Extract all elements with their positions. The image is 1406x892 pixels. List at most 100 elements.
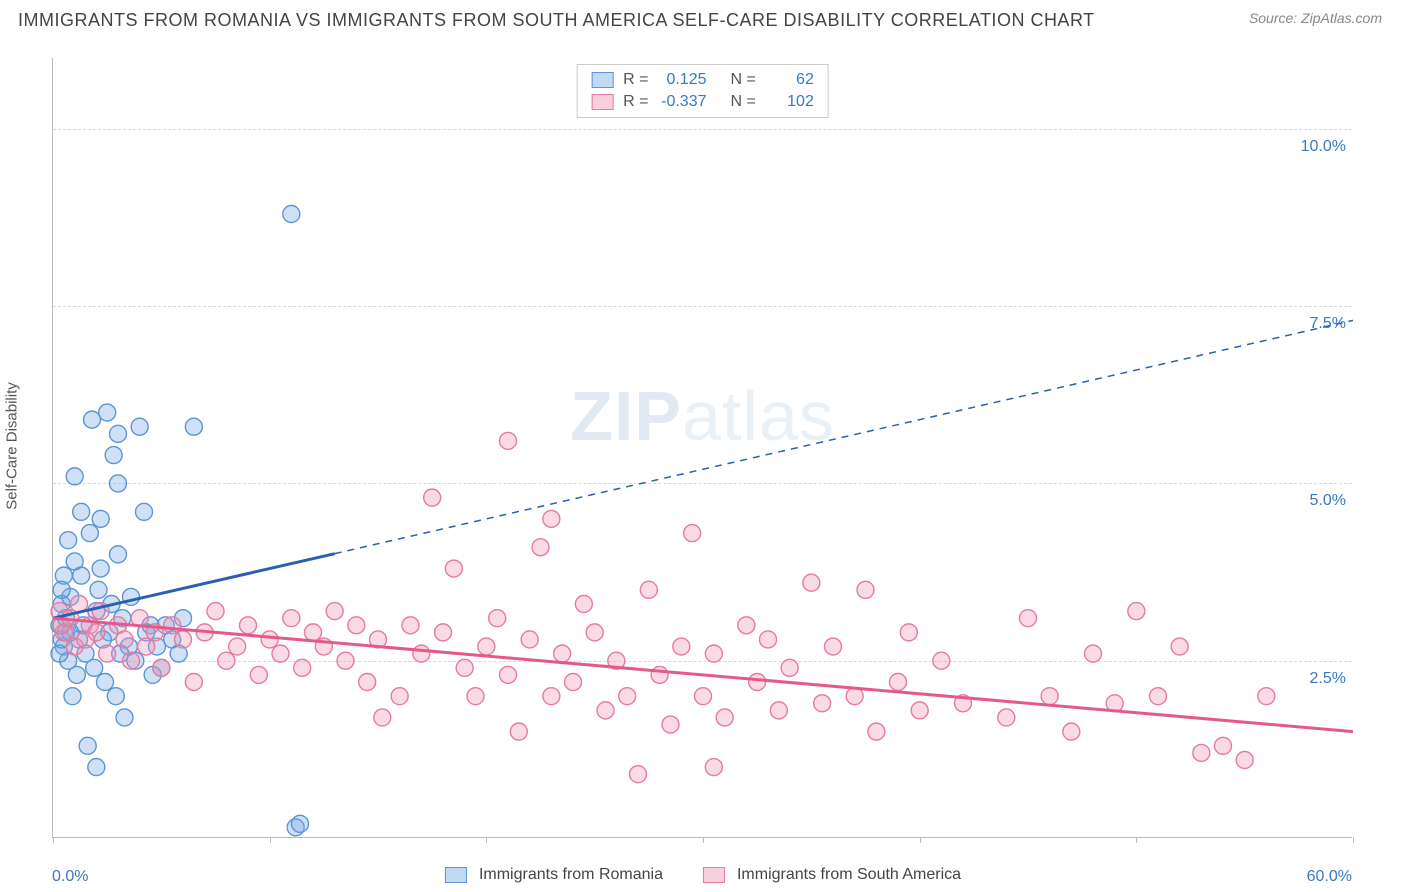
scatter-point: [1020, 610, 1037, 627]
legend-swatch: [591, 94, 613, 110]
scatter-point: [374, 709, 391, 726]
title-bar: IMMIGRANTS FROM ROMANIA VS IMMIGRANTS FR…: [0, 0, 1406, 31]
scatter-point: [116, 631, 133, 648]
scatter-point: [207, 603, 224, 620]
scatter-point: [107, 688, 124, 705]
scatter-point: [229, 638, 246, 655]
scatter-point: [781, 659, 798, 676]
scatter-point: [272, 645, 289, 662]
scatter-point: [164, 617, 181, 634]
scatter-point: [84, 411, 101, 428]
scatter-point: [695, 688, 712, 705]
scatter-point: [1236, 752, 1253, 769]
scatter-point: [738, 617, 755, 634]
scatter-point: [97, 674, 114, 691]
scatter-point: [543, 688, 560, 705]
scatter-point: [218, 652, 235, 669]
scatter-point: [1193, 744, 1210, 761]
scatter-point: [73, 503, 90, 520]
scatter-point: [467, 688, 484, 705]
stat-r-value: -0.337: [655, 91, 707, 113]
scatter-point: [88, 759, 105, 776]
stats-legend-row: R =0.125N =62: [591, 69, 814, 91]
scatter-point: [814, 695, 831, 712]
scatter-point: [716, 709, 733, 726]
scatter-point: [359, 674, 376, 691]
scatter-point: [640, 581, 657, 598]
scatter-point: [770, 702, 787, 719]
scatter-point: [846, 688, 863, 705]
scatter-point: [900, 624, 917, 641]
scatter-point: [597, 702, 614, 719]
bottom-legend-label: Immigrants from Romania: [479, 866, 663, 884]
chart-title: IMMIGRANTS FROM ROMANIA VS IMMIGRANTS FR…: [18, 10, 1095, 31]
scatter-point: [110, 546, 127, 563]
x-tick: [1136, 837, 1137, 843]
scatter-point: [630, 766, 647, 783]
scatter-point: [99, 404, 116, 421]
scatter-point: [521, 631, 538, 648]
scatter-point: [424, 489, 441, 506]
scatter-point: [586, 624, 603, 641]
source-value: ZipAtlas.com: [1301, 10, 1382, 26]
scatter-point: [1171, 638, 1188, 655]
scatter-point: [240, 617, 257, 634]
stat-n-label: N =: [731, 69, 756, 91]
scatter-point: [110, 475, 127, 492]
stats-legend-box: R =0.125N =62R =-0.337N =102: [576, 64, 829, 118]
scatter-point: [283, 206, 300, 223]
scatter-point: [261, 631, 278, 648]
trend-line-solid: [53, 618, 1353, 731]
y-axis-title: Self-Care Disability: [4, 382, 21, 510]
scatter-point: [326, 603, 343, 620]
x-axis-min-label: 0.0%: [52, 868, 88, 886]
scatter-point: [705, 645, 722, 662]
scatter-point: [250, 666, 267, 683]
scatter-point: [348, 617, 365, 634]
stat-r-label: R =: [623, 69, 648, 91]
x-tick: [53, 837, 54, 843]
scatter-point: [500, 432, 517, 449]
scatter-point: [64, 688, 81, 705]
scatter-point: [619, 688, 636, 705]
scatter-point: [294, 659, 311, 676]
scatter-point: [283, 610, 300, 627]
scatter-point: [998, 709, 1015, 726]
source-label: Source:: [1249, 10, 1301, 26]
chart-plot-area: 2.5%5.0%7.5%10.0% ZIPatlas R =0.125N =62…: [52, 58, 1352, 838]
scatter-point: [105, 447, 122, 464]
bottom-legend-item: Immigrants from Romania: [445, 866, 663, 884]
scatter-point: [116, 709, 133, 726]
x-tick: [703, 837, 704, 843]
scatter-point: [651, 666, 668, 683]
scatter-point: [402, 617, 419, 634]
scatter-point: [92, 560, 109, 577]
scatter-point: [92, 510, 109, 527]
scatter-point: [500, 666, 517, 683]
scatter-plot-svg: [53, 58, 1352, 837]
scatter-point: [760, 631, 777, 648]
scatter-point: [749, 674, 766, 691]
scatter-point: [391, 688, 408, 705]
scatter-point: [684, 525, 701, 542]
x-tick: [486, 837, 487, 843]
scatter-point: [68, 666, 85, 683]
scatter-point: [99, 645, 116, 662]
trend-line-dashed: [335, 320, 1353, 553]
scatter-point: [90, 581, 107, 598]
scatter-point: [1128, 603, 1145, 620]
scatter-point: [81, 525, 98, 542]
scatter-point: [337, 652, 354, 669]
stat-n-value: 62: [762, 69, 814, 91]
scatter-point: [136, 503, 153, 520]
scatter-point: [66, 468, 83, 485]
scatter-point: [575, 596, 592, 613]
scatter-point: [478, 638, 495, 655]
scatter-point: [857, 581, 874, 598]
scatter-point: [131, 418, 148, 435]
x-axis-max-label: 60.0%: [1307, 868, 1352, 886]
scatter-point: [803, 574, 820, 591]
scatter-point: [673, 638, 690, 655]
scatter-point: [510, 723, 527, 740]
scatter-point: [60, 532, 77, 549]
